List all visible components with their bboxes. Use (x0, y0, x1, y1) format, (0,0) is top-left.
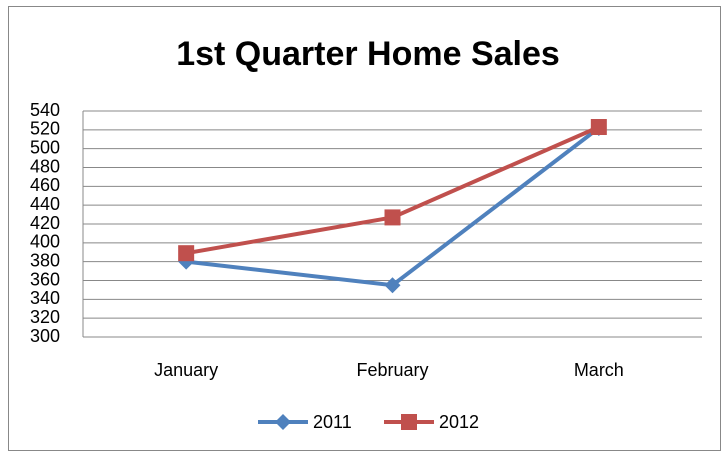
y-tick-label: 520 (30, 119, 60, 139)
chart-border (8, 6, 721, 451)
y-tick-label: 480 (30, 156, 60, 176)
data-point (384, 277, 401, 294)
y-tick-label: 460 (30, 175, 60, 195)
data-point (384, 209, 401, 226)
y-tick-label: 540 (30, 100, 60, 120)
data-point (178, 253, 195, 270)
legend-label: 2011 (313, 412, 352, 432)
x-tick-label: March (574, 360, 624, 380)
y-tick-label: 320 (30, 307, 60, 327)
x-tick-label: February (356, 360, 428, 380)
legend-marker (275, 414, 291, 430)
y-tick-label: 340 (30, 288, 60, 308)
y-tick-label: 420 (30, 213, 60, 233)
legend-marker (401, 414, 417, 430)
y-tick-label: 500 (30, 137, 60, 157)
y-tick-label: 300 (30, 326, 60, 346)
data-point (178, 245, 195, 262)
y-tick-label: 360 (30, 269, 60, 289)
y-tick-label: 440 (30, 194, 60, 214)
y-tick-label: 380 (30, 250, 60, 270)
legend-label: 2012 (439, 412, 479, 432)
chart-title: 1st Quarter Home Sales (176, 35, 560, 73)
x-tick-label: January (154, 360, 218, 380)
y-tick-label: 400 (30, 232, 60, 252)
data-point (590, 119, 607, 136)
